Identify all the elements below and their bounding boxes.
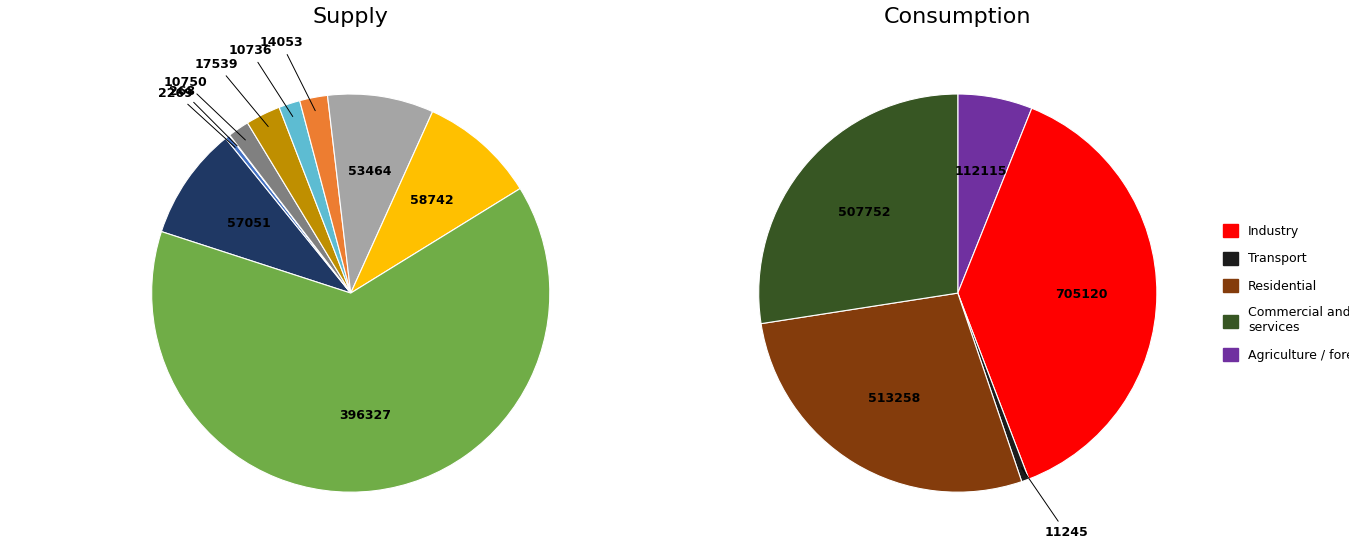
Wedge shape	[351, 112, 521, 293]
Wedge shape	[162, 138, 351, 293]
Wedge shape	[151, 189, 550, 492]
Wedge shape	[758, 94, 958, 324]
Text: 14053: 14053	[259, 36, 316, 111]
Text: 112115: 112115	[955, 165, 1008, 179]
Text: 396327: 396327	[340, 409, 391, 422]
Text: 17539: 17539	[194, 58, 268, 127]
Text: 513258: 513258	[867, 392, 920, 405]
Wedge shape	[229, 123, 351, 293]
Wedge shape	[279, 101, 351, 293]
Text: 268: 268	[170, 85, 237, 146]
Text: 10750: 10750	[163, 76, 246, 140]
Text: 53464: 53464	[348, 165, 391, 178]
Wedge shape	[299, 95, 351, 293]
Text: 10736: 10736	[228, 44, 293, 117]
Wedge shape	[958, 293, 1029, 482]
Title: Consumption: Consumption	[884, 7, 1032, 28]
Text: 507752: 507752	[838, 206, 890, 220]
Wedge shape	[229, 135, 351, 293]
Wedge shape	[761, 293, 1021, 492]
Text: 57051: 57051	[227, 217, 271, 229]
Title: Supply: Supply	[313, 7, 389, 28]
Text: 2269: 2269	[158, 87, 235, 148]
Text: 705120: 705120	[1055, 288, 1108, 300]
Text: 11245: 11245	[1021, 468, 1089, 539]
Wedge shape	[328, 94, 433, 293]
Wedge shape	[225, 135, 351, 293]
Legend: Industry, Transport, Residential, Commercial and public
services, Agriculture / : Industry, Transport, Residential, Commer…	[1222, 225, 1349, 362]
Wedge shape	[247, 107, 351, 293]
Wedge shape	[958, 108, 1157, 479]
Text: 58742: 58742	[410, 194, 455, 207]
Wedge shape	[958, 94, 1032, 293]
